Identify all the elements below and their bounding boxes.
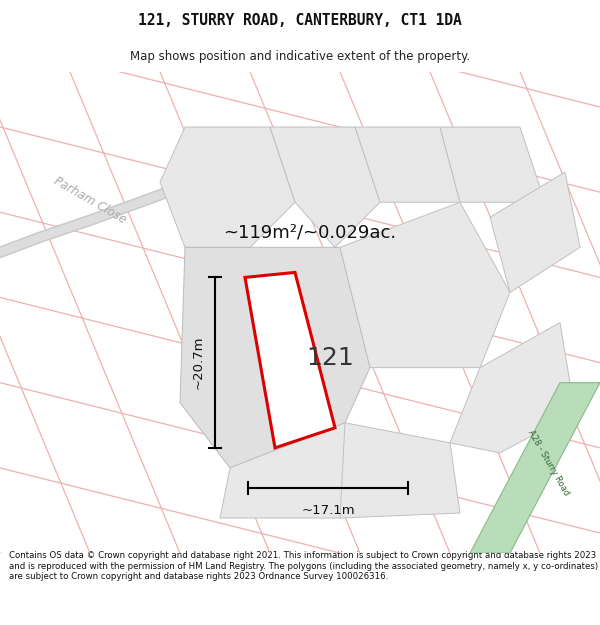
Polygon shape [340,422,460,518]
Text: ~20.7m: ~20.7m [192,336,205,389]
Text: Parham Close: Parham Close [52,174,128,226]
Text: 121: 121 [306,346,354,369]
Polygon shape [180,248,370,468]
Polygon shape [355,127,460,202]
Text: Contains OS data © Crown copyright and database right 2021. This information is : Contains OS data © Crown copyright and d… [9,551,598,581]
Text: 121, STURRY ROAD, CANTERBURY, CT1 1DA: 121, STURRY ROAD, CANTERBURY, CT1 1DA [138,12,462,28]
Polygon shape [440,127,545,202]
Polygon shape [160,127,295,248]
Polygon shape [245,272,335,448]
Polygon shape [220,422,370,518]
Polygon shape [270,127,380,248]
Polygon shape [470,382,600,553]
Text: ~17.1m: ~17.1m [301,504,355,517]
Polygon shape [340,202,510,368]
Text: ~119m²/~0.029ac.: ~119m²/~0.029ac. [223,223,397,241]
Polygon shape [450,322,575,453]
Text: Map shows position and indicative extent of the property.: Map shows position and indicative extent… [130,49,470,62]
Text: A28 - Sturry Road: A28 - Sturry Road [526,429,571,498]
Polygon shape [490,172,580,292]
